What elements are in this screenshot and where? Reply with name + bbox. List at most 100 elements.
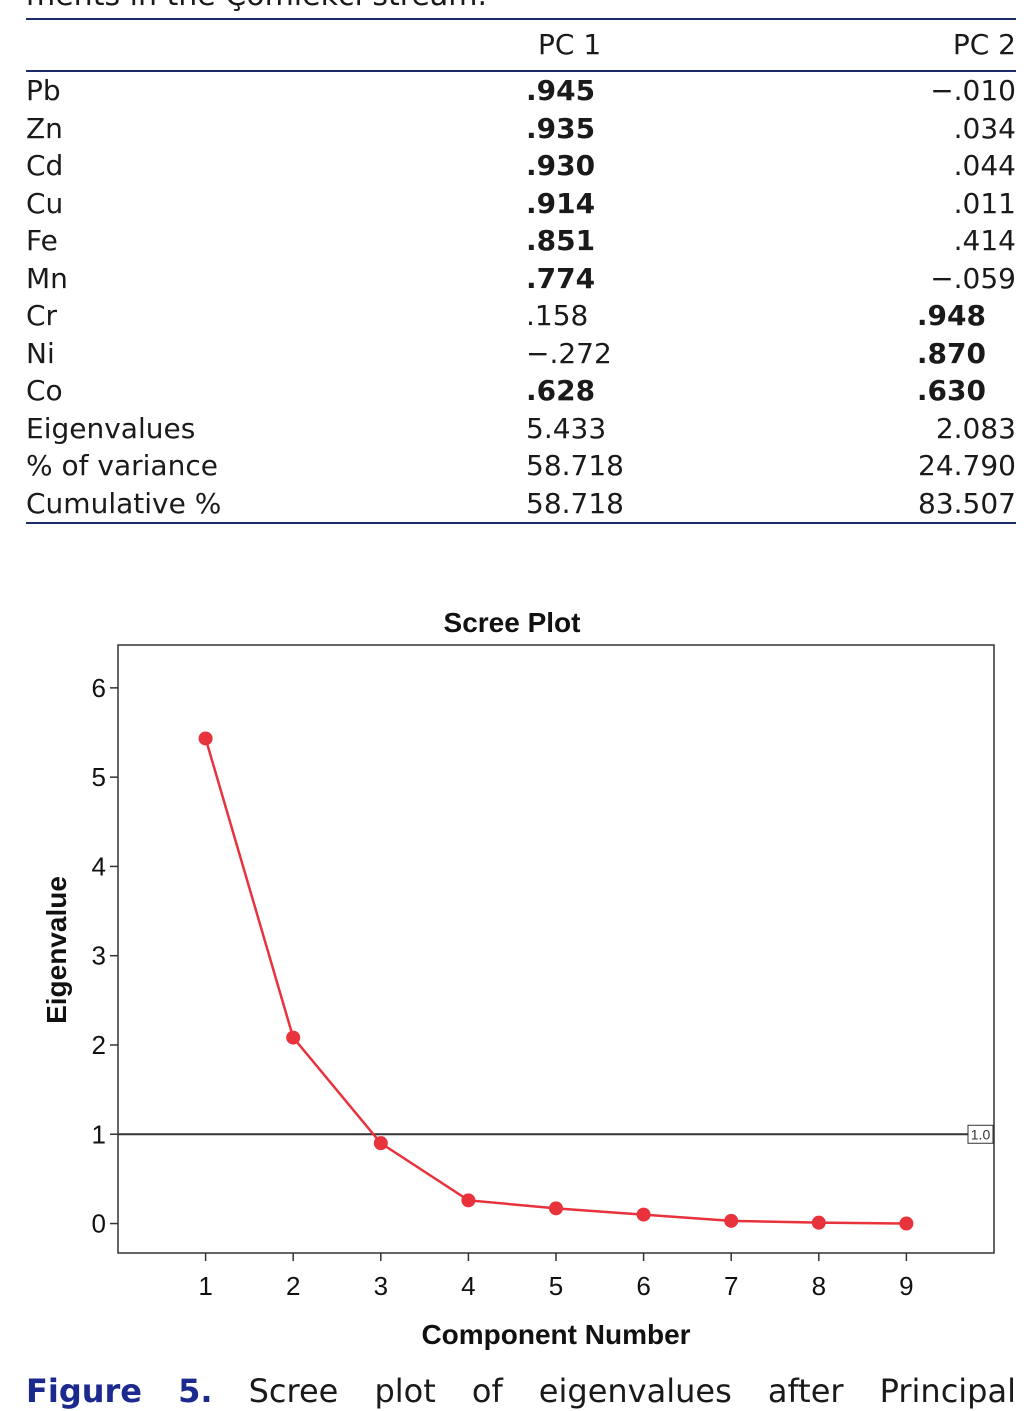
eigenvalue-point: [549, 1201, 563, 1216]
header-pc2: PC 2: [952, 28, 1016, 61]
table-row: Mn .774 −.059: [26, 260, 1016, 298]
figure-label: Figure: [26, 1372, 142, 1410]
table-row: Co .628 .630: [26, 372, 1016, 410]
y-axis: 0 1 2 3 4 5 6: [92, 673, 118, 1239]
table-row: Eigenvalues 5.433 2.083: [26, 410, 1016, 448]
row-label: Mn: [26, 261, 68, 295]
reference-line-group: 1.0: [118, 1124, 994, 1144]
pc2-value: .414: [953, 224, 1016, 257]
pc2-value: −.059: [930, 261, 1016, 295]
row-label: Ni: [26, 336, 55, 370]
x-tick-label: 7: [724, 1271, 738, 1301]
y-axis-label: Eigenvalue: [41, 876, 72, 1024]
pc2-value: .630: [916, 374, 986, 407]
x-tick-label: 6: [636, 1271, 650, 1301]
pc1-value: 58.718: [526, 486, 624, 520]
caption-word: Scree: [248, 1372, 339, 1410]
x-tick-label: 1: [198, 1271, 212, 1301]
y-tick-label: 4: [92, 851, 106, 881]
row-label: Fe: [26, 224, 58, 257]
pc1-value: .851: [526, 224, 596, 257]
pc1-value: .935: [526, 111, 596, 145]
pc2-value: .870: [916, 336, 986, 370]
reference-label: 1.0: [971, 1126, 991, 1142]
table-row: Fe .851 .414: [26, 222, 1016, 260]
eigenvalue-point: [373, 1136, 388, 1151]
table-row: % of variance 58.718 24.790: [26, 447, 1016, 485]
pca-loadings-table: PC 1 PC 2 Pb .945 −.010 Zn .935 .034 Cd .930 .04…: [26, 18, 1016, 524]
eigenvalue-point: [198, 731, 213, 746]
pc2-value: 83.507: [918, 486, 1016, 520]
x-tick-label: 5: [549, 1271, 563, 1301]
pc1-value: .774: [526, 261, 596, 295]
pc2-value: 2.083: [935, 411, 1016, 445]
x-tick-label: 4: [461, 1271, 475, 1301]
table-row: Cumulative % 58.718 83.507: [26, 485, 1016, 523]
series-group: [198, 731, 914, 1231]
eigenvalue-point: [899, 1216, 914, 1231]
x-tick-label: 2: [286, 1271, 300, 1301]
eigenvalue-point: [724, 1213, 739, 1228]
table-row: Cr .158 .948: [26, 297, 1016, 335]
y-tick-label: 1: [92, 1119, 106, 1149]
caption-word: after: [767, 1372, 844, 1410]
plot-title: Scree Plot: [444, 607, 581, 638]
pc2-value: .948: [916, 299, 986, 332]
eigenvalue-point: [286, 1030, 301, 1045]
caption-word: Principal: [879, 1372, 1016, 1410]
pc2-value: .034: [953, 111, 1016, 145]
table-row: Ni −.272 .870: [26, 335, 1016, 373]
eigenvalue-point: [461, 1193, 476, 1208]
top-text-fragment: ments in the Çomlekci stream.: [26, 0, 487, 13]
x-axis: 1 2 3 4 5 6 7 8 9: [198, 1253, 914, 1301]
row-label: % of variance: [26, 449, 218, 482]
table-body: Pb .945 −.010 Zn .935 .034 Cd .930 .044 Cu .914 .01…: [26, 71, 1016, 523]
row-label: Eigenvalues: [26, 411, 196, 445]
y-tick-label: 6: [92, 673, 106, 703]
row-label: Cd: [26, 149, 64, 182]
caption-word: eigenvalues: [538, 1372, 732, 1410]
x-tick-label: 8: [812, 1271, 826, 1301]
pc1-value: .628: [526, 374, 596, 407]
figure-caption: Figure 5. Scree plot of eigenvalues afte…: [26, 1372, 1016, 1410]
x-axis-label: Component Number: [421, 1319, 690, 1350]
pc1-value: .914: [526, 186, 596, 220]
y-tick-label: 3: [92, 941, 106, 971]
eigenvalue-point: [811, 1215, 826, 1230]
pc2-value: −.010: [930, 74, 1016, 107]
pc1-value: .930: [526, 149, 596, 182]
scree-plot: Scree Plot 0 1 2 3 4 5 6 1 2 3 4 5 6 7 8 9 1.0 Eigenva…: [41, 607, 995, 1350]
row-label: Zn: [26, 111, 63, 145]
table-row: Cu .914 .011: [26, 185, 1016, 223]
pc1-value: .945: [526, 74, 596, 107]
table-header-row: PC 1 PC 2: [26, 19, 1016, 71]
table-row: Cd .930 .044: [26, 147, 1016, 185]
pc2-value: 24.790: [918, 449, 1016, 482]
eigenvalue-point: [636, 1207, 651, 1222]
pc1-value: 5.433: [526, 411, 607, 445]
figure-number: 5.: [178, 1372, 213, 1410]
eigenvalue-line: [204, 738, 907, 1225]
x-tick-label: 9: [899, 1271, 913, 1301]
header-pc1: PC 1: [538, 28, 602, 61]
table-row: Zn .935 .034: [26, 110, 1016, 148]
table-row: Pb .945 −.010: [26, 71, 1016, 110]
plot-frame: [117, 644, 995, 1254]
reference-label-box: [967, 1124, 994, 1144]
pc1-value: −.272: [526, 336, 612, 370]
row-label: Cr: [26, 299, 58, 332]
pc1-value: .158: [526, 299, 589, 332]
y-tick-label: 2: [92, 1030, 106, 1060]
caption-word: of: [471, 1372, 503, 1410]
x-tick-label: 3: [374, 1271, 388, 1301]
row-label: Co: [26, 374, 63, 407]
pc2-value: .011: [953, 186, 1016, 220]
pc2-value: .044: [953, 149, 1016, 182]
pc1-value: 58.718: [526, 449, 624, 482]
caption-word: plot: [374, 1372, 436, 1410]
header-empty: [26, 19, 526, 71]
row-label: Cumulative %: [26, 486, 222, 520]
y-tick-label: 0: [92, 1209, 106, 1239]
y-tick-label: 5: [92, 762, 106, 792]
row-label: Pb: [26, 74, 61, 107]
